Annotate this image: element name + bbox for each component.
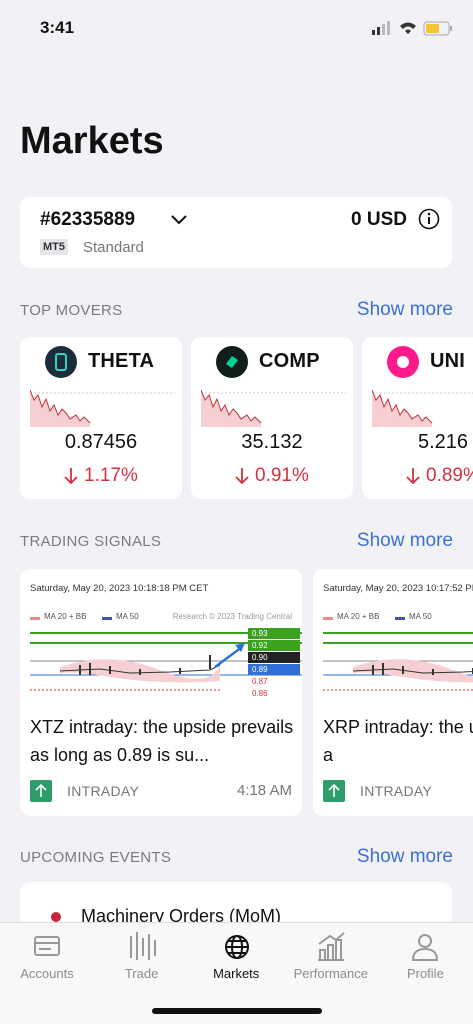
- mover-change: 0.89%: [426, 465, 473, 486]
- platform-badge: MT5: [40, 239, 68, 255]
- down-arrow: [64, 467, 78, 490]
- signal-time: 4:18 AM: [236, 782, 292, 799]
- tab-icons: [34, 932, 439, 961]
- down-arrow: [406, 467, 420, 490]
- coin-icon: [216, 346, 248, 383]
- section-title: TRADING SIGNALS: [20, 533, 162, 550]
- legend-swatch: [395, 617, 405, 620]
- legend-label: MA 20 + BB: [337, 612, 380, 621]
- tab-label[interactable]: Markets: [213, 966, 260, 981]
- signal-date: Saturday, May 20, 2023 10:17:52 PM: [323, 583, 473, 594]
- mover-card[interactable]: UNI 5.216 0.89%: [362, 337, 473, 499]
- level-label: 0.89: [248, 664, 300, 675]
- mover-card[interactable]: THETA 0.87456 1.17%: [20, 337, 182, 499]
- tag-icon: [323, 780, 345, 807]
- legend-label: MA 50: [409, 612, 432, 621]
- mover-price: 5.216: [417, 431, 469, 453]
- level-label: 0.87: [252, 677, 268, 686]
- tab-bar: [0, 922, 473, 1024]
- status-icons: [372, 21, 452, 36]
- account-balance: 0 USD: [351, 209, 407, 230]
- level-label: 0.92: [248, 640, 300, 651]
- coin-icon: [45, 346, 77, 383]
- show-more[interactable]: Show more: [356, 846, 453, 867]
- signal-title: XTZ intraday: the upside prevails as lon…: [30, 717, 294, 765]
- event-dot: [51, 912, 61, 922]
- signal-card[interactable]: Saturday, May 20, 2023 10:17:52 PM MA 20 …: [313, 569, 473, 816]
- signal-tag: INTRADAY: [67, 783, 140, 799]
- level-label: 0.86: [252, 689, 268, 698]
- info-icon[interactable]: [418, 208, 440, 230]
- status-time: 3:41: [40, 18, 75, 37]
- section-title: UPCOMING EVENTS: [20, 849, 172, 866]
- mover-symbol: UNI: [430, 350, 466, 372]
- signal-date: Saturday, May 20, 2023 10:18:18 PM CET: [30, 583, 209, 594]
- mover-change: 1.17%: [84, 465, 138, 486]
- signal-source: Research © 2023 Trading Central: [172, 612, 292, 621]
- signal-card[interactable]: Saturday, May 20, 2023 10:18:18 PM CET MA…: [20, 569, 302, 816]
- sparkline: [200, 385, 346, 432]
- signal-chart: [313, 625, 473, 712]
- legend-swatch: [102, 617, 112, 620]
- account-card[interactable]: #62335889 0 USD MT5 Standard: [20, 197, 452, 268]
- down-arrow: [235, 467, 249, 490]
- legend-label: MA 20 + BB: [44, 612, 87, 621]
- tab-label[interactable]: Trade: [124, 966, 159, 981]
- mover-price: 35.132: [241, 431, 303, 453]
- mover-card[interactable]: COMP 35.132 0.91%: [191, 337, 353, 499]
- account-id: #62335889: [40, 209, 136, 230]
- tag-icon: [30, 780, 52, 807]
- mover-symbol: COMP: [259, 350, 320, 372]
- tab-label[interactable]: Performance: [293, 966, 368, 981]
- section-title: TOP MOVERS: [20, 302, 123, 319]
- sparkline: [371, 385, 473, 432]
- level-label: 0.93: [248, 628, 300, 639]
- sparkline: [29, 385, 175, 432]
- legend-swatch: [323, 617, 333, 620]
- level-label: 0.90: [248, 652, 300, 663]
- mover-price: 0.87456: [64, 431, 138, 453]
- coin-icon: [387, 346, 419, 383]
- movers-carousel: THETA 0.87456 1.17% COMP 35.132 0.91% UNI 5.216…: [0, 337, 473, 499]
- tab-label[interactable]: Accounts: [20, 966, 74, 981]
- show-more[interactable]: Show more: [356, 299, 453, 320]
- home-indicator: [152, 1008, 322, 1014]
- legend-swatch: [30, 617, 40, 620]
- show-more[interactable]: Show more: [356, 530, 453, 551]
- chevron: [171, 215, 187, 225]
- mover-change: 0.91%: [255, 465, 309, 486]
- legend-label: MA 50: [116, 612, 139, 621]
- tab-label[interactable]: Profile: [406, 966, 444, 981]
- page-title: Markets: [20, 120, 164, 162]
- signals-carousel: Saturday, May 20, 2023 10:18:18 PM CET MA…: [0, 569, 473, 816]
- account-type: Standard: [83, 239, 144, 256]
- signal-tag: INTRADAY: [360, 783, 433, 799]
- event-name: Machinery Orders (MoM): [81, 906, 282, 926]
- signal-title: XRP intraday: the upside prevails as lon…: [323, 717, 473, 765]
- mover-symbol: THETA: [88, 350, 155, 372]
